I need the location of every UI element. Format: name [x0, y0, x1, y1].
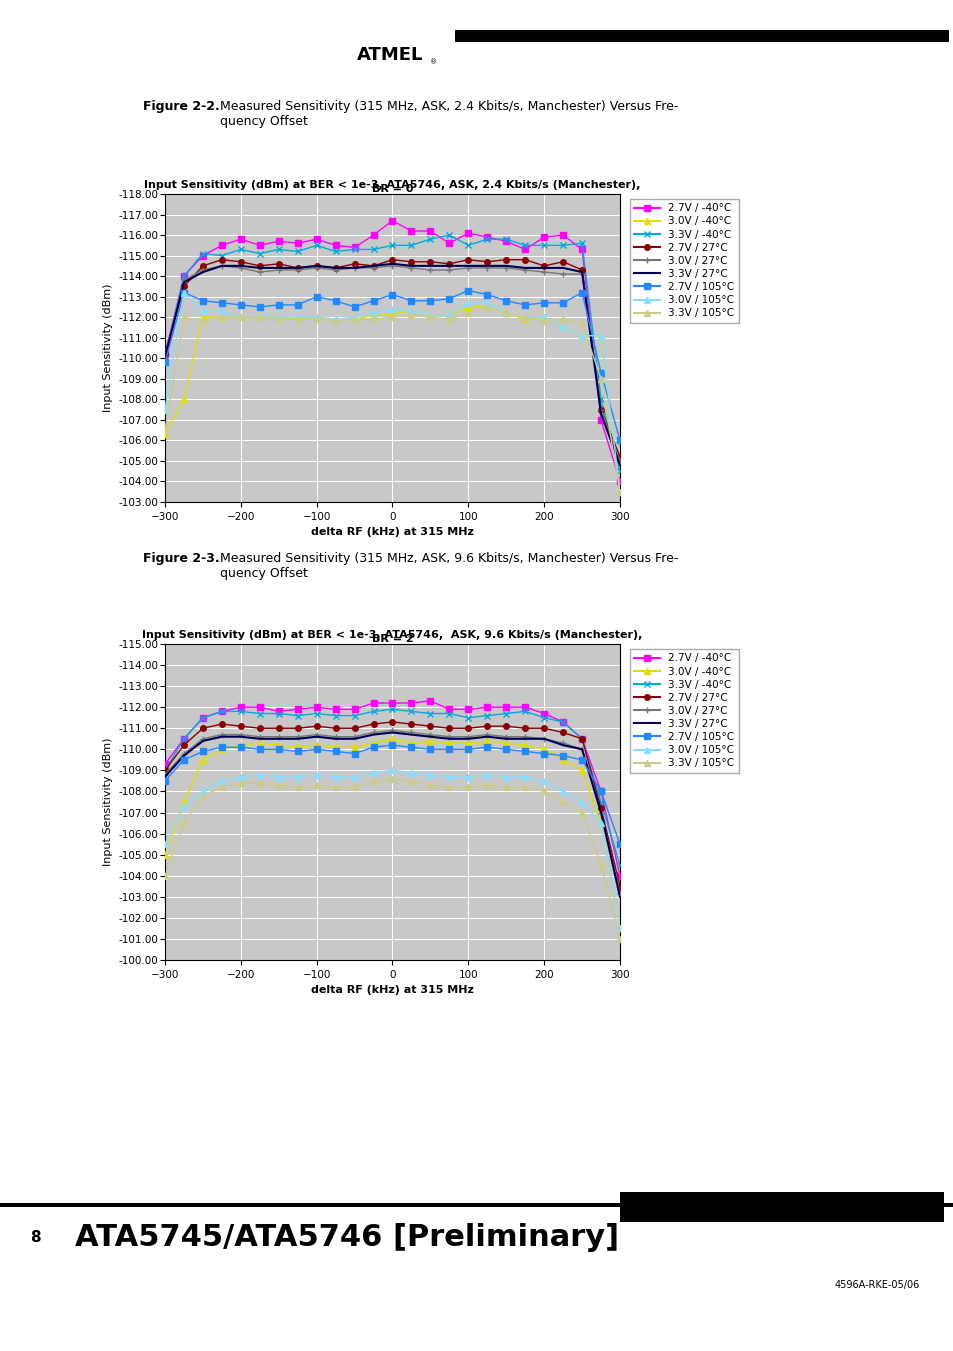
Legend: 2.7V / -40°C, 3.0V / -40°C, 3.3V / -40°C, 2.7V / 27°C, 3.0V / 27°C, 3.3V / 27°C,: 2.7V / -40°C, 3.0V / -40°C, 3.3V / -40°C… [629, 199, 738, 323]
Text: ®: ® [430, 59, 436, 65]
Text: 4596A-RKE-05/06: 4596A-RKE-05/06 [834, 1279, 919, 1290]
Text: Input Sensitivity (dBm) at BER < 1e-3, ATA5746,  ASK, 9.6 Kbits/s (Manchester),: Input Sensitivity (dBm) at BER < 1e-3, A… [142, 630, 642, 640]
Text: Input Sensitivity (dBm) at BER < 1e-3, ATA5746, ASK, 2.4 Kbits/s (Manchester),: Input Sensitivity (dBm) at BER < 1e-3, A… [144, 180, 640, 190]
X-axis label: delta RF (kHz) at 315 MHz: delta RF (kHz) at 315 MHz [311, 985, 474, 996]
Text: 8: 8 [30, 1229, 41, 1244]
Y-axis label: Input Sensitivity (dBm): Input Sensitivity (dBm) [103, 738, 113, 866]
Text: Figure 2-2.: Figure 2-2. [143, 100, 219, 113]
Text: Measured Sensitivity (315 MHz, ASK, 9.6 Kbits/s, Manchester) Versus Fre-
quency : Measured Sensitivity (315 MHz, ASK, 9.6 … [220, 553, 678, 580]
Y-axis label: Input Sensitivity (dBm): Input Sensitivity (dBm) [103, 284, 113, 412]
Legend: 2.7V / -40°C, 3.0V / -40°C, 3.3V / -40°C, 2.7V / 27°C, 3.0V / 27°C, 3.3V / 27°C,: 2.7V / -40°C, 3.0V / -40°C, 3.3V / -40°C… [629, 650, 738, 773]
Text: BR = 0: BR = 0 [372, 184, 413, 195]
Text: Figure 2-3.: Figure 2-3. [143, 553, 219, 565]
Text: Measured Sensitivity (315 MHz, ASK, 2.4 Kbits/s, Manchester) Versus Fre-
quency : Measured Sensitivity (315 MHz, ASK, 2.4 … [220, 100, 678, 128]
Text: ATMEL: ATMEL [356, 46, 423, 63]
Text: BR = 2: BR = 2 [372, 634, 413, 644]
Text: ATA5745/ATA5746 [Preliminary]: ATA5745/ATA5746 [Preliminary] [75, 1223, 618, 1251]
X-axis label: delta RF (kHz) at 315 MHz: delta RF (kHz) at 315 MHz [311, 527, 474, 538]
